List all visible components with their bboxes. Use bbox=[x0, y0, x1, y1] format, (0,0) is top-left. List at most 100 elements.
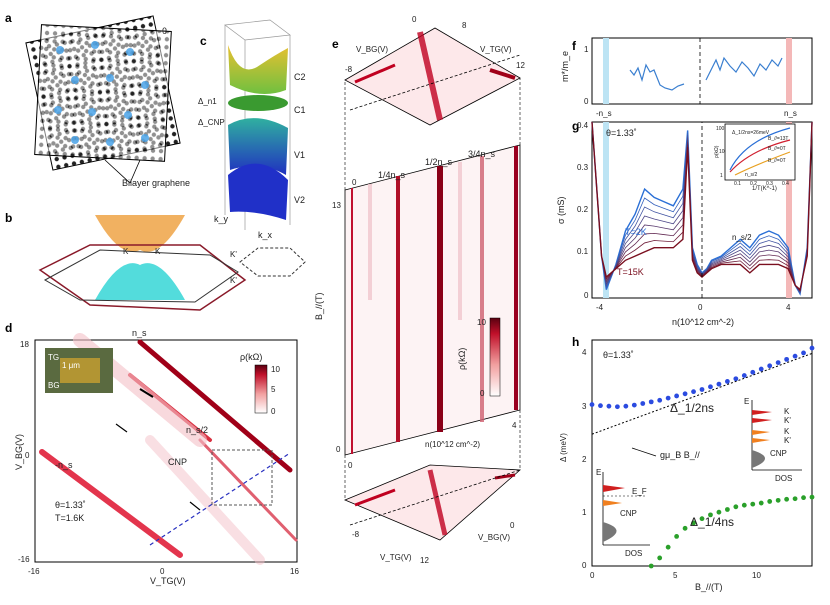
panel-a: a θ Bilayer graphene bbox=[5, 11, 190, 188]
g-xtick-2: 4 bbox=[786, 303, 791, 312]
e-xtick-4: 4 bbox=[512, 421, 517, 430]
h-ytick-1: 1 bbox=[582, 508, 587, 517]
d-ytick-0: 18 bbox=[20, 340, 29, 349]
f-ytick-0: 0 bbox=[584, 97, 589, 106]
h-point-half bbox=[784, 356, 790, 362]
d-xtick-2: 16 bbox=[290, 567, 299, 576]
theta-label: θ bbox=[162, 26, 167, 36]
k-label-1: K bbox=[123, 247, 129, 256]
gap-label-cnp: Δ_CNP bbox=[198, 118, 225, 127]
band-v1-image bbox=[228, 118, 288, 175]
h-point-quarter bbox=[691, 520, 696, 526]
e-top-label-three-quarter: 3/4n_s bbox=[468, 149, 496, 159]
d-theta-label: θ=1.33˚ bbox=[55, 500, 86, 510]
g-xtick-0: -4 bbox=[596, 303, 604, 312]
h-point-half bbox=[589, 402, 595, 407]
h-point-half bbox=[648, 399, 654, 405]
e-bottom-axis-tg: V_TG(V) bbox=[380, 553, 412, 562]
h-ylabel: Δ (meV) bbox=[559, 433, 568, 462]
h-ir-k2: K bbox=[784, 427, 790, 436]
band-v2-image bbox=[228, 163, 288, 220]
h-point-quarter bbox=[665, 544, 671, 550]
h-point-quarter bbox=[741, 502, 747, 508]
e-top-tick-1: 0 bbox=[412, 15, 417, 24]
d-xtick-1: 0 bbox=[160, 567, 165, 576]
moire-lattice-image bbox=[25, 15, 181, 171]
h-label-half: Δ_1/2ns bbox=[670, 401, 714, 415]
g-ytick-01: 0.1 bbox=[577, 247, 589, 256]
e-colorbar-title: ρ(kΩ) bbox=[457, 348, 467, 370]
h-plot-area bbox=[591, 339, 813, 567]
h-zeeman-line bbox=[591, 352, 813, 435]
h-point-half bbox=[792, 353, 798, 359]
h-ytick-4: 4 bbox=[582, 348, 587, 357]
h-ir-dos: DOS bbox=[775, 474, 792, 483]
d-ytick-2: -16 bbox=[18, 555, 30, 564]
e-ytick-0: 0 bbox=[336, 445, 341, 454]
h-ir-cnp: CNP bbox=[770, 449, 787, 458]
d-ylabel: V_BG(V) bbox=[14, 434, 24, 470]
band-label-v2: V2 bbox=[294, 195, 305, 205]
h-il-e: E bbox=[596, 468, 601, 477]
h-point-quarter bbox=[648, 563, 654, 569]
h-xtick-10: 10 bbox=[752, 571, 761, 580]
h-ytick-0: 0 bbox=[582, 561, 587, 570]
g-inset-ylabel: ρ(kΩ) bbox=[714, 145, 720, 158]
panel-f: f m*/m_e 1 0 -n_s n_s bbox=[560, 37, 813, 118]
inset-scale: 1 μm bbox=[62, 361, 80, 370]
h-ir-kp2: K' bbox=[784, 436, 791, 445]
g-inset-xlabel: 1/T(K^-1) bbox=[752, 186, 777, 192]
e-bottom-axis-bg: V_BG(V) bbox=[478, 533, 510, 542]
h-label-quarter: Δ_1/4ns bbox=[690, 515, 734, 529]
h-xtick-5: 5 bbox=[673, 571, 678, 580]
h-theta-label: θ=1.33˚ bbox=[603, 350, 634, 360]
e-ylabel: B_//(T) bbox=[314, 292, 324, 320]
e-top-tick-3: 12 bbox=[516, 61, 525, 70]
e-ytick-13: 13 bbox=[332, 201, 341, 210]
lower-cone-image bbox=[95, 263, 185, 300]
h-point-half bbox=[750, 369, 756, 375]
h-point-quarter bbox=[708, 512, 713, 518]
arrow-1 bbox=[139, 388, 154, 398]
inset-tg: TG bbox=[48, 353, 59, 362]
g-ytick-02: 0.2 bbox=[577, 205, 589, 214]
e-bottom-tick-2: 0 bbox=[510, 521, 515, 530]
h-point-quarter bbox=[724, 507, 730, 512]
h-zeeman-label: gμ_B B_// bbox=[660, 450, 700, 460]
g-xtick-1: 0 bbox=[698, 303, 703, 312]
e-colorbar bbox=[489, 317, 501, 397]
d-cbar-tick-2: 0 bbox=[271, 407, 276, 416]
g-inset-xtick-2: 0.3 bbox=[766, 181, 773, 187]
panel-label-e: e bbox=[332, 37, 339, 51]
g-conductivity-curves bbox=[591, 121, 813, 298]
band-c1-image bbox=[228, 95, 288, 111]
panel-label-a: a bbox=[5, 11, 12, 25]
panel-label-d: d bbox=[5, 321, 12, 335]
h-point-half bbox=[598, 403, 603, 409]
g-inset-xtick-0: 0.1 bbox=[734, 181, 741, 187]
h-ir-kp1: K' bbox=[784, 416, 791, 425]
h-gap-points bbox=[589, 345, 815, 569]
h-ir-k1: K bbox=[784, 407, 790, 416]
h-il-ef: E_F bbox=[632, 487, 647, 496]
g-ytick-04: 0.4 bbox=[577, 121, 589, 130]
d-xtick-0: -16 bbox=[28, 567, 40, 576]
h-point-half bbox=[758, 366, 764, 372]
h-ir-e: E bbox=[744, 397, 749, 406]
d-colorbar-title: ρ(kΩ) bbox=[240, 352, 262, 362]
h-point-quarter bbox=[784, 496, 790, 502]
h-point-quarter bbox=[775, 497, 781, 503]
h-ytick-2: 2 bbox=[582, 455, 587, 464]
e-bottom-tick-0: -8 bbox=[352, 530, 360, 539]
d-colorbar bbox=[254, 364, 268, 414]
brillouin-zone-1 bbox=[38, 244, 247, 311]
e-top-tick-0: -8 bbox=[345, 65, 353, 74]
d-cbar-tick-1: 5 bbox=[271, 385, 276, 394]
g-t-high: T=15K bbox=[617, 267, 644, 277]
e-bottom-tick-1: 12 bbox=[420, 556, 429, 565]
panel-h: h θ=1.33˚ Δ_1/2ns Δ_1/4ns gμ_B B_// Δ (m… bbox=[559, 335, 815, 592]
upper-cone-image bbox=[95, 215, 185, 252]
f-mass-left bbox=[629, 63, 685, 91]
e-cbar-tick-0: 0 bbox=[480, 389, 485, 398]
